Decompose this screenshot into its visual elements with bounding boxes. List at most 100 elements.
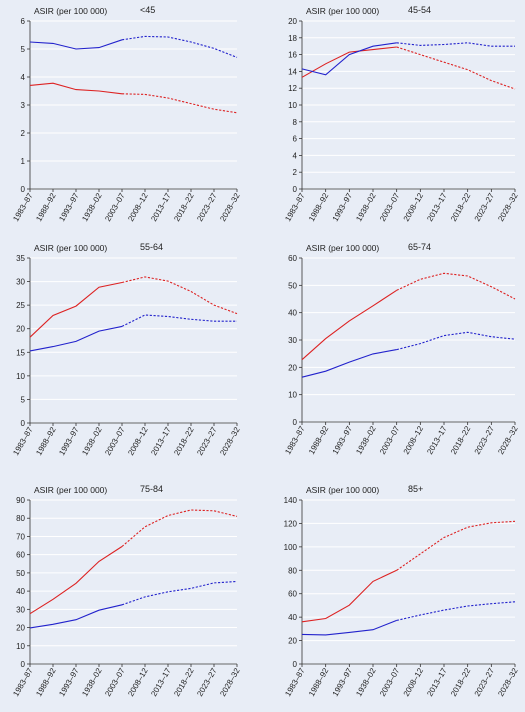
y-tick-label: 20	[288, 363, 297, 372]
panel-title: 75-84	[140, 484, 163, 494]
x-tick-label: 1938–02	[80, 666, 104, 698]
x-tick-label: 2018–22	[449, 191, 473, 223]
x-tick-label: 2013–17	[425, 424, 449, 456]
series-line-blue-observed	[29, 39, 123, 50]
y-tick-label: 15	[16, 348, 25, 357]
y-tick-label: 120	[284, 519, 298, 528]
y-tick-label: 16	[288, 51, 297, 60]
x-tick-label: 1938–02	[354, 666, 378, 698]
x-tick-label: 1983–87	[283, 424, 307, 456]
x-tick-label: 1993–97	[331, 666, 355, 698]
y-tick-label: 20	[16, 325, 25, 334]
x-tick-label: 2008–12	[126, 666, 150, 698]
series-line-blue-observed	[301, 349, 397, 378]
y-tick-label: 80	[288, 566, 297, 575]
panel-title: 85+	[408, 484, 423, 494]
y-tick-label: 50	[288, 281, 297, 290]
x-tick-label: 2003–07	[378, 191, 402, 223]
y-axis-label: ASIR (per 100 000)	[34, 243, 107, 253]
x-tick-label: 1938–02	[354, 424, 378, 456]
chart-panel-2: 0 2 4 6 8 10 12 14 16 18 20 1983–87 1988–92 1993–97 19…	[283, 5, 520, 223]
y-tick-label: 10	[288, 391, 297, 400]
x-tick-label: 1983–87	[11, 191, 35, 223]
series-line-red-projected	[396, 272, 516, 300]
y-tick-label: 0	[21, 419, 26, 428]
y-tick-label: 30	[16, 278, 25, 287]
y-tick-label: 0	[293, 660, 298, 669]
y-tick-label: 40	[288, 613, 297, 622]
series-line-red-projected	[121, 276, 238, 315]
series-line-red-projected	[121, 93, 238, 114]
x-tick-label: 2028–32	[218, 666, 242, 698]
x-tick-label: 1993–97	[57, 191, 81, 223]
x-tick-label: 2013–17	[425, 191, 449, 223]
x-tick-label: 1993–97	[331, 424, 355, 456]
y-tick-label: 5	[21, 395, 26, 404]
y-axis-label: ASIR (per 100 000)	[34, 6, 107, 16]
y-tick-label: 10	[16, 372, 25, 381]
series-line-blue-projected	[396, 331, 516, 351]
y-tick-label: 0	[293, 185, 298, 194]
y-tick-label: 2	[21, 129, 26, 138]
y-tick-label: 5	[21, 45, 26, 54]
x-tick-label: 1993–97	[57, 425, 81, 457]
chart-panel-5: 0 10 20 30 40 50 60 70 80 90 1983–87 1988–92 1993–97…	[11, 484, 242, 698]
x-tick-label: 1988–92	[307, 424, 331, 456]
x-tick-label: 2023–27	[195, 191, 219, 223]
series-line-red-observed	[29, 281, 123, 338]
y-tick-label: 14	[288, 67, 297, 76]
x-tick-label: 2018–22	[172, 666, 196, 698]
series-line-blue-projected	[396, 601, 516, 621]
x-tick-label: 1988–92	[307, 191, 331, 223]
series-line-blue-observed	[29, 604, 123, 629]
y-tick-label: 25	[16, 301, 25, 310]
x-tick-label: 1983–87	[11, 425, 35, 457]
chart-panel-3: 0 5 10 15 20 25 30 35 1983–87 1988–92 1993–97 1938–…	[11, 242, 242, 457]
chart-panel-1: 0 1 2 3 4 5 6 1983–87 1988–92 1993–97 1938–02 2003–…	[11, 5, 242, 223]
x-tick-label: 2008–12	[126, 425, 150, 457]
series-line-red-observed	[29, 82, 123, 95]
y-tick-label: 60	[16, 551, 25, 560]
panel-title: 45-54	[408, 5, 431, 15]
y-tick-label: 6	[21, 17, 26, 26]
series-line-red-observed	[301, 46, 397, 78]
y-tick-label: 2	[293, 168, 298, 177]
x-tick-label: 2023–27	[195, 425, 219, 457]
x-tick-label: 1993–97	[57, 666, 81, 698]
x-tick-label: 2008–12	[402, 424, 426, 456]
x-tick-label: 1938–02	[80, 191, 104, 223]
y-tick-label: 10	[288, 101, 297, 110]
panel-title: <45	[140, 5, 155, 15]
chart-panel-6: 0 20 40 60 80 100 120 140 1983–87 1988–92 1993–97 1…	[283, 484, 520, 698]
y-tick-label: 70	[16, 532, 25, 541]
x-tick-label: 2008–12	[402, 191, 426, 223]
x-tick-label: 2028–32	[218, 191, 242, 223]
y-tick-label: 3	[21, 101, 26, 110]
series-line-blue-projected	[396, 42, 515, 47]
x-tick-label: 1988–92	[34, 425, 58, 457]
x-tick-label: 2003–07	[378, 424, 402, 456]
y-tick-label: 20	[288, 17, 297, 26]
y-tick-label: 40	[288, 309, 297, 318]
x-tick-label: 1988–92	[34, 666, 58, 698]
y-tick-label: 4	[21, 73, 26, 82]
x-tick-label: 2003–07	[103, 191, 127, 223]
y-axis-label: ASIR (per 100 000)	[306, 6, 379, 16]
series-line-red-projected	[121, 509, 238, 547]
x-tick-label: 2028–32	[218, 425, 242, 457]
y-tick-label: 12	[288, 84, 297, 93]
series-line-red-observed	[301, 289, 398, 361]
series-line-blue-projected	[121, 314, 237, 327]
x-tick-label: 1938–02	[354, 191, 378, 223]
y-tick-label: 10	[16, 642, 25, 651]
chart-panel-4: 0 10 20 30 40 50 60 1983–87 1988–92 1993–97 1938–0…	[283, 242, 520, 456]
y-tick-label: 50	[16, 569, 25, 578]
series-line-red-projected	[396, 520, 516, 571]
x-tick-label: 2028–32	[496, 191, 520, 223]
panel-title: 55-64	[140, 242, 163, 252]
series-line-red-observed	[29, 546, 123, 615]
y-tick-label: 0	[293, 418, 298, 427]
x-tick-label: 2003–07	[378, 666, 402, 698]
x-tick-label: 2028–32	[496, 424, 520, 456]
